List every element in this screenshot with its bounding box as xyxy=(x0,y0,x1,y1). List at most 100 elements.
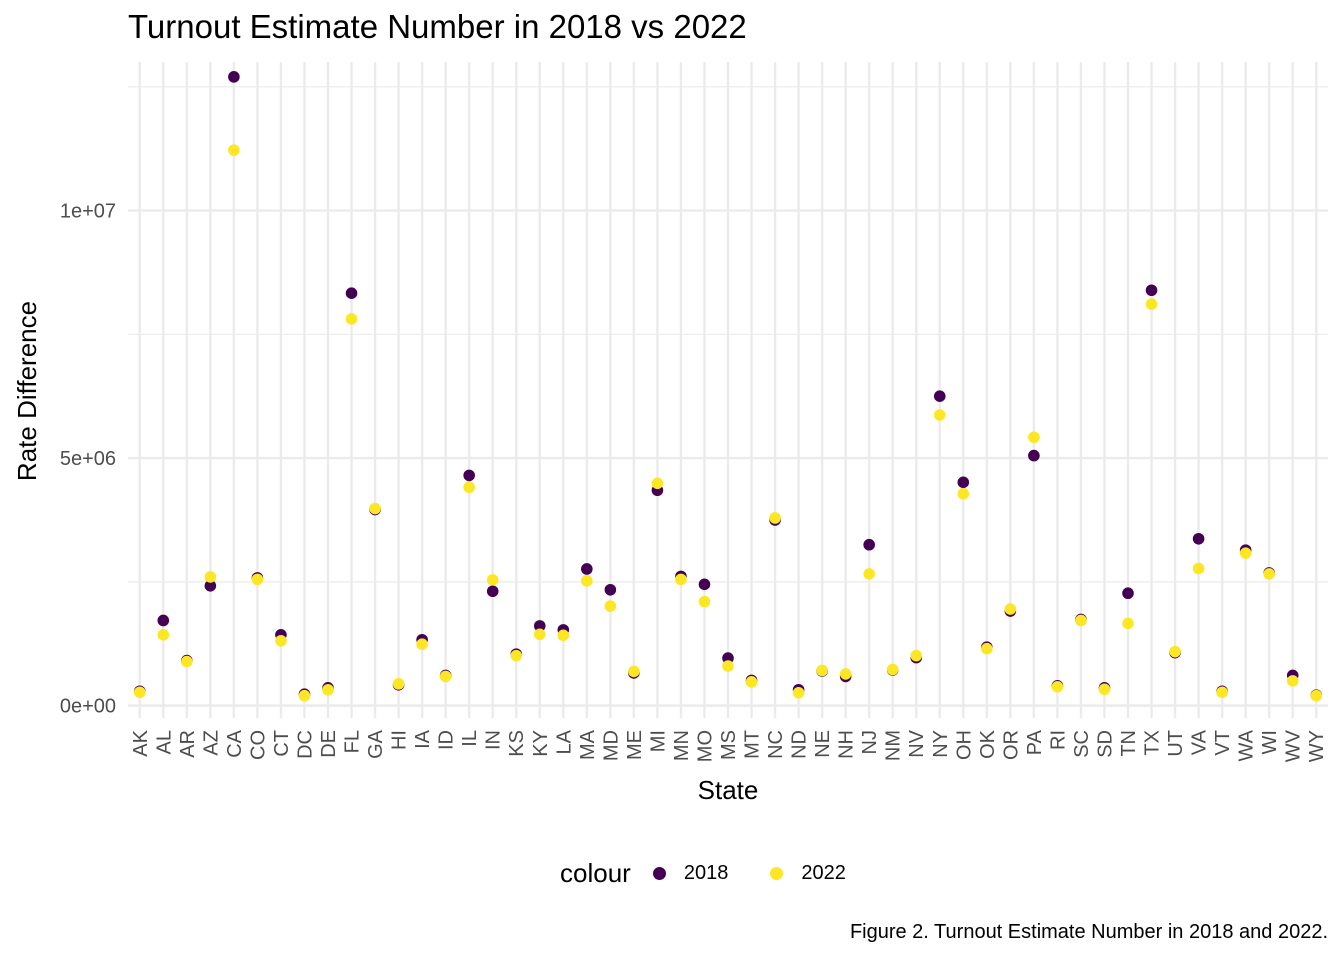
x-tick-label: MO xyxy=(694,730,716,762)
point-2022-MS xyxy=(722,660,734,672)
legend-label-2022: 2022 xyxy=(801,861,846,884)
point-2022-WY xyxy=(1310,689,1323,702)
y-tick-label: 0e+00 xyxy=(60,696,116,718)
point-2022-CO xyxy=(251,573,264,586)
x-tick-label: NY xyxy=(930,730,952,758)
data-points xyxy=(133,71,1323,702)
point-2018-TX xyxy=(1145,284,1158,297)
x-tick-label: NJ xyxy=(859,730,881,754)
x-tick-label: MS xyxy=(718,730,740,760)
point-2022-OR xyxy=(1004,603,1017,615)
point-2022-MO xyxy=(698,595,711,608)
point-2022-CA xyxy=(228,144,240,156)
point-2022-MI xyxy=(651,477,664,490)
x-tick-label: CT xyxy=(271,730,293,757)
chart-title: Turnout Estimate Number in 2018 vs 2022 xyxy=(128,8,747,45)
grid-lines xyxy=(128,62,1328,718)
point-2022-KS xyxy=(510,649,523,662)
x-tick-label: AL xyxy=(153,730,175,754)
point-2022-IN xyxy=(486,574,499,586)
legend-marker-2022 xyxy=(770,866,784,880)
point-2022-AR xyxy=(181,655,193,668)
x-tick-label: OR xyxy=(1000,730,1022,760)
point-2022-IA xyxy=(416,638,428,651)
x-tick-label: NH xyxy=(836,730,858,759)
y-tick-label: 5e+06 xyxy=(60,448,116,470)
x-tick-label: AZ xyxy=(200,730,222,756)
x-tick-label: SC xyxy=(1071,730,1093,758)
x-tick-label: ID xyxy=(436,730,458,750)
figure-caption: Figure 2. Turnout Estimate Number in 201… xyxy=(849,921,1328,943)
point-2022-ND xyxy=(792,686,805,699)
y-tick-labels: 0e+00 5e+06 1e+07 xyxy=(60,201,116,718)
point-2022-NY xyxy=(933,409,946,421)
point-2022-TN xyxy=(1122,617,1134,630)
point-2022-AZ xyxy=(204,571,217,583)
point-2022-PA xyxy=(1028,431,1040,444)
x-tick-label: AK xyxy=(130,729,152,756)
point-2018-MA xyxy=(581,563,593,575)
x-tick-label: UT xyxy=(1165,730,1187,757)
x-tick-labels: AK AL AR AZ CA CO CT DC DE FL GA HI IA ID IL IN KS KY LA MA… xyxy=(130,729,1328,762)
point-2022-HI xyxy=(392,678,405,690)
x-tick-label: NE xyxy=(812,730,834,758)
point-2022-DE xyxy=(322,683,334,696)
x-tick-label: ME xyxy=(624,730,646,760)
x-tick-label: KS xyxy=(506,730,528,757)
x-tick-label: KY xyxy=(530,730,552,757)
x-tick-label: ND xyxy=(789,730,811,759)
x-tick-label: MD xyxy=(600,730,622,761)
legend-item-2018: 2018 xyxy=(652,861,729,885)
point-2022-AL xyxy=(157,629,170,641)
point-2022-SC xyxy=(1075,614,1087,627)
point-2022-NV xyxy=(910,649,923,662)
point-2022-FL xyxy=(345,313,358,325)
x-tick-label: PA xyxy=(1024,729,1046,755)
point-2018-AL xyxy=(157,614,170,627)
point-2022-NE xyxy=(816,664,828,677)
point-2018-KY xyxy=(533,620,546,632)
legend-label-2018: 2018 xyxy=(683,861,729,884)
point-2022-NM xyxy=(886,663,899,676)
point-2022-TX xyxy=(1145,298,1158,310)
point-2018-AZ xyxy=(204,580,217,592)
x-tick-label: FL xyxy=(342,730,364,753)
legend-marker-2018 xyxy=(652,866,666,880)
x-tick-label: WI xyxy=(1259,730,1281,754)
x-tick-label: NM xyxy=(883,730,905,761)
point-2018-IN xyxy=(486,585,499,598)
point-2022-WV xyxy=(1286,675,1299,687)
point-2022-KY xyxy=(533,628,546,641)
x-tick-label: DC xyxy=(294,730,316,759)
y-axis-label: Rate Difference xyxy=(12,301,42,481)
x-tick-label: IA xyxy=(412,729,434,749)
x-tick-label: SD xyxy=(1094,730,1116,758)
x-tick-label: MN xyxy=(671,730,693,761)
x-tick-label: AR xyxy=(177,730,199,758)
x-tick-label: TN xyxy=(1118,730,1140,757)
point-2018-VA xyxy=(1192,532,1205,545)
x-tick-label: CA xyxy=(224,729,246,757)
point-2022-MA xyxy=(581,575,593,587)
point-2022-VT xyxy=(1216,686,1228,699)
x-tick-label: OK xyxy=(977,729,999,759)
point-2022-OK xyxy=(981,642,993,655)
point-2018-NJ xyxy=(863,538,875,551)
point-2018-NY xyxy=(933,390,946,402)
point-2022-AK xyxy=(133,686,146,699)
x-tick-label: MT xyxy=(742,730,764,759)
point-2022-OH xyxy=(957,487,970,500)
point-2022-MN xyxy=(675,573,687,586)
x-tick-label: NV xyxy=(906,729,928,757)
point-2022-ME xyxy=(628,665,640,678)
point-2022-MT xyxy=(745,676,758,688)
point-2022-ID xyxy=(439,670,452,683)
point-2022-NC xyxy=(769,512,781,524)
x-tick-label: GA xyxy=(365,729,387,759)
legend: colour 2018 2022 xyxy=(560,855,888,891)
x-tick-label: TX xyxy=(1142,730,1164,756)
x-tick-label: MI xyxy=(647,730,669,752)
point-2022-RI xyxy=(1051,681,1064,693)
x-tick-label: MA xyxy=(577,729,599,760)
